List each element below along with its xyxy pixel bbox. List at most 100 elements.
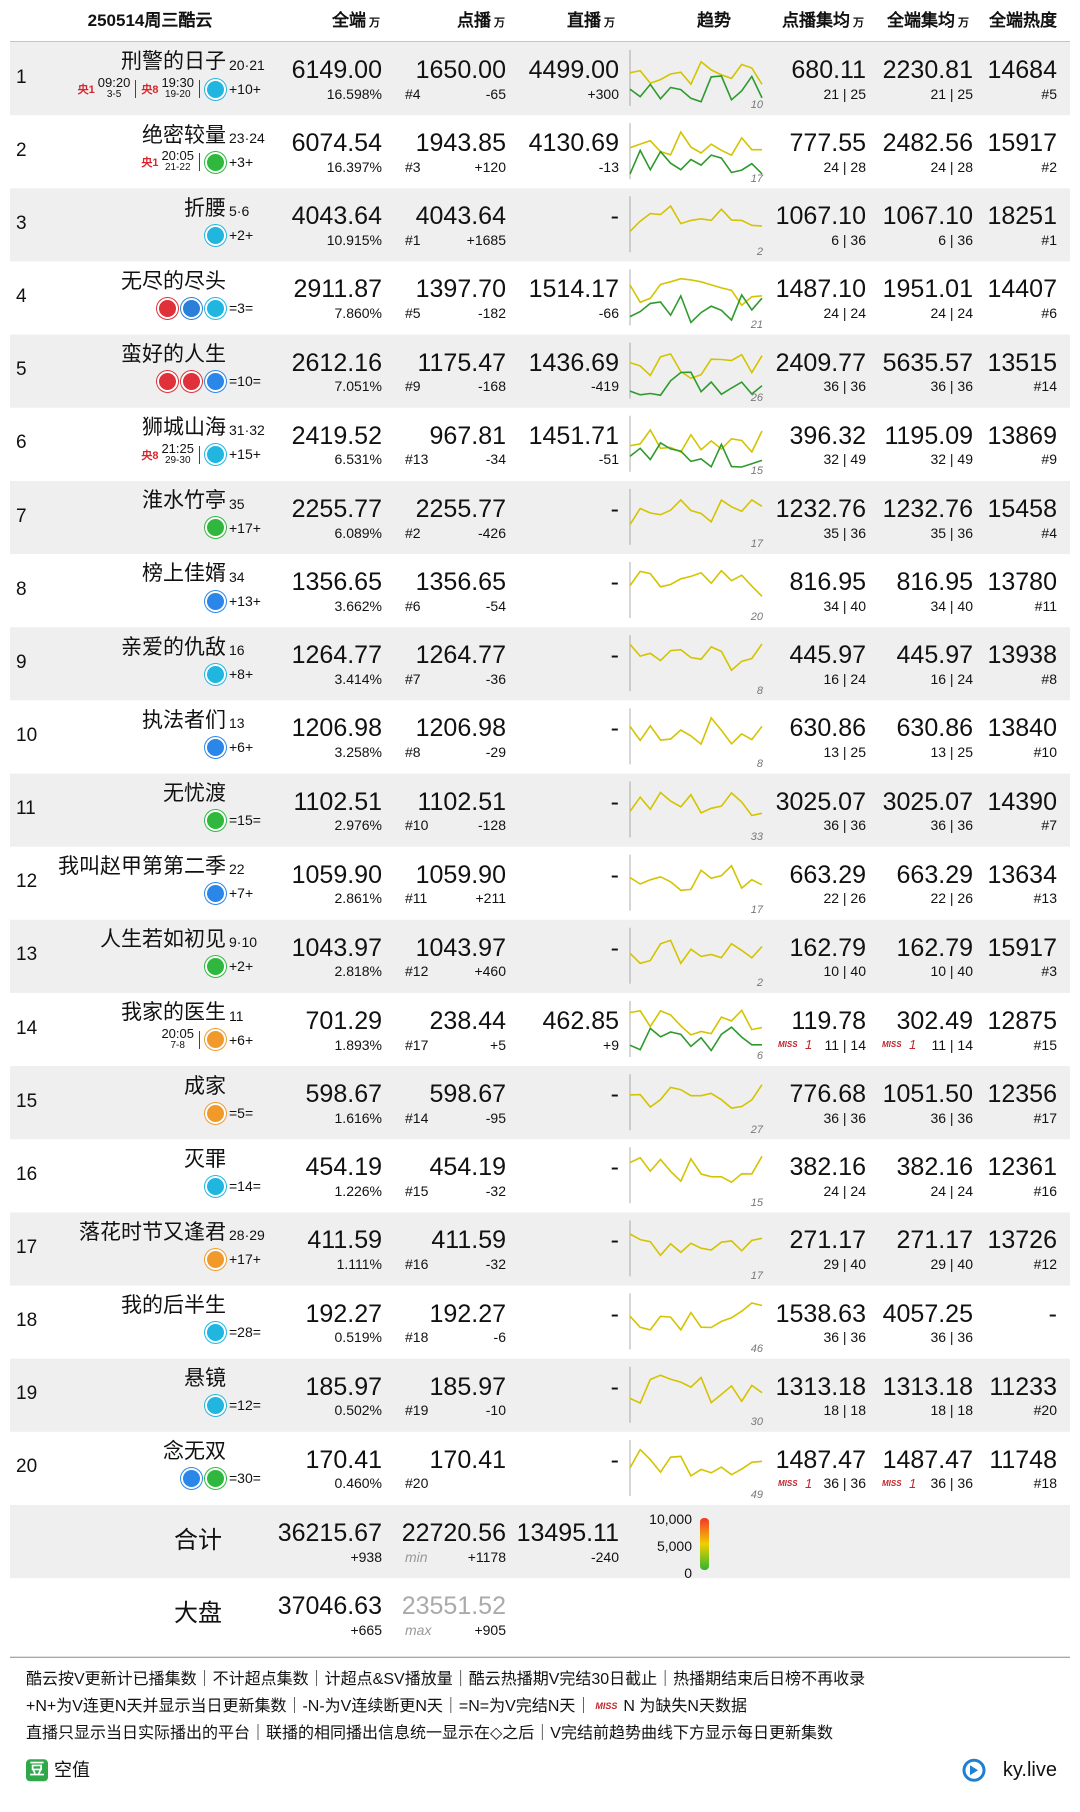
vod-change: +5 bbox=[490, 1036, 506, 1053]
vod-rank: #12 bbox=[405, 963, 429, 980]
avg-vod-episodes: 36 | 36 bbox=[823, 1475, 866, 1492]
platform-icon bbox=[205, 1029, 226, 1051]
total-plays: 185.97 bbox=[305, 1372, 382, 1401]
platform-icon bbox=[181, 297, 202, 319]
miss-tag: MISS bbox=[882, 1479, 902, 1489]
site-label: ky.live bbox=[1002, 1759, 1057, 1782]
update-status: +13+ bbox=[229, 592, 261, 609]
avg-total: 1067.10 bbox=[882, 202, 973, 231]
avg-total: 630.86 bbox=[896, 714, 973, 743]
platform-group bbox=[205, 1321, 226, 1345]
summary-live: 13495.11 bbox=[516, 1519, 619, 1547]
live-plays: 1451.71 bbox=[528, 421, 619, 450]
vod-plays: 192.27 bbox=[429, 1299, 506, 1328]
air-time: 20:05 7-8 bbox=[161, 1027, 194, 1052]
row-background bbox=[10, 627, 1070, 701]
total-plays: 6074.54 bbox=[291, 129, 382, 158]
vod-rank: #14 bbox=[405, 1109, 429, 1126]
live-plays: 462.85 bbox=[542, 1006, 619, 1035]
live-plays: 1514.17 bbox=[528, 275, 619, 304]
update-status: +17+ bbox=[229, 519, 261, 536]
episodes: 35 bbox=[229, 495, 245, 512]
trend-max: 21 bbox=[750, 318, 763, 331]
trend-max: 6 bbox=[756, 1050, 763, 1063]
miss-tag: MISS bbox=[778, 1479, 798, 1489]
summary-vod: 22720.56 bbox=[401, 1519, 506, 1547]
avg-vod: 162.79 bbox=[789, 933, 866, 962]
share: 7.860% bbox=[334, 305, 382, 322]
avg-total: 4057.25 bbox=[882, 1299, 973, 1328]
unit-label: 万 bbox=[369, 17, 380, 30]
trend-max: 2 bbox=[756, 245, 763, 258]
air-time: 21:25 29-30 bbox=[161, 442, 194, 467]
trend-line bbox=[629, 498, 763, 525]
footer-line: 酷云按V更新计已播集数｜不计超点集数｜计超点&SV播放量｜酷云热播期V完结30日… bbox=[26, 1670, 866, 1688]
vod-change: -54 bbox=[485, 597, 506, 614]
platform-group bbox=[157, 296, 226, 320]
vod-plays: 238.44 bbox=[429, 1006, 506, 1035]
live-plays: 1436.69 bbox=[528, 348, 619, 377]
update-status: =14= bbox=[229, 1177, 261, 1194]
update-status: +15+ bbox=[229, 446, 261, 463]
trend-line bbox=[629, 1155, 763, 1184]
vod-change: -32 bbox=[485, 1256, 506, 1272]
summary-vod-change: +1178 bbox=[467, 1548, 506, 1565]
vod-rank: #6 bbox=[405, 597, 421, 614]
platform-icon bbox=[205, 297, 226, 319]
episodes: 23·24 bbox=[229, 129, 265, 146]
platform-group: 央1 09:20 3-5 央8 19:30 19-20 bbox=[78, 76, 226, 101]
vod-rank: #5 bbox=[405, 305, 421, 322]
trend-line bbox=[629, 60, 763, 86]
total-plays: 454.19 bbox=[305, 1153, 382, 1182]
platform-group bbox=[205, 589, 226, 613]
trend-line bbox=[629, 791, 763, 817]
update-status: +6+ bbox=[229, 738, 254, 755]
source-icon: 豆 bbox=[29, 1761, 45, 1779]
rank: 5 bbox=[16, 359, 27, 381]
heat-rank: #11 bbox=[1034, 597, 1057, 614]
drama-name: 折腰 bbox=[184, 196, 226, 220]
total-plays: 1264.77 bbox=[291, 641, 382, 670]
drama-name: 念无双 bbox=[163, 1440, 226, 1464]
share: 16.397% bbox=[326, 158, 382, 175]
avg-vod-episodes: 36 | 36 bbox=[823, 817, 866, 834]
update-status: +8+ bbox=[229, 665, 254, 682]
avg-vod: 1487.47 bbox=[775, 1445, 866, 1474]
share: 2.861% bbox=[334, 890, 382, 907]
unit-label: 万 bbox=[958, 17, 969, 30]
drama-name: 人生若如初见 bbox=[100, 928, 226, 952]
air-time: 09:20 3-5 bbox=[98, 76, 131, 101]
vod-change: +120 bbox=[474, 158, 506, 175]
scale-label: 0 bbox=[684, 1564, 692, 1581]
share: 16.598% bbox=[326, 85, 382, 102]
platform-icon bbox=[205, 151, 226, 173]
summary-tag: min bbox=[405, 1548, 428, 1565]
vod-change: +211 bbox=[475, 890, 507, 907]
rank: 3 bbox=[16, 212, 27, 234]
share: 2.976% bbox=[334, 817, 382, 834]
platform-group: 20:05 7-8 bbox=[161, 1027, 226, 1052]
heat-rank: #13 bbox=[1033, 890, 1057, 907]
trend-max: 17 bbox=[750, 1269, 763, 1282]
drama-name: 淮水竹亭 bbox=[142, 489, 226, 513]
trend-max: 20 bbox=[750, 611, 763, 624]
platform-icon bbox=[205, 663, 226, 685]
vod-plays: 1356.65 bbox=[415, 568, 506, 597]
update-status: +7+ bbox=[229, 885, 254, 902]
heat-rank: #9 bbox=[1041, 451, 1057, 468]
rank: 9 bbox=[16, 651, 27, 673]
header-title: 250514周三酷云 bbox=[87, 10, 213, 30]
vod-rank: #10 bbox=[405, 817, 429, 834]
row-background bbox=[10, 480, 1070, 555]
share: 6.531% bbox=[334, 451, 382, 468]
separator bbox=[199, 1030, 200, 1049]
vod-rank: #16 bbox=[405, 1256, 429, 1272]
air-episodes: 21-22 bbox=[164, 162, 191, 174]
platform-group bbox=[205, 1247, 226, 1271]
vod-rank: #11 bbox=[405, 890, 428, 907]
avg-vod: 396.32 bbox=[789, 421, 866, 450]
vod-plays: 1102.51 bbox=[417, 787, 506, 816]
summary-vod-change: +905 bbox=[474, 1621, 506, 1638]
vod-change: -6 bbox=[493, 1329, 506, 1346]
air-episodes: 7-8 bbox=[170, 1039, 185, 1051]
